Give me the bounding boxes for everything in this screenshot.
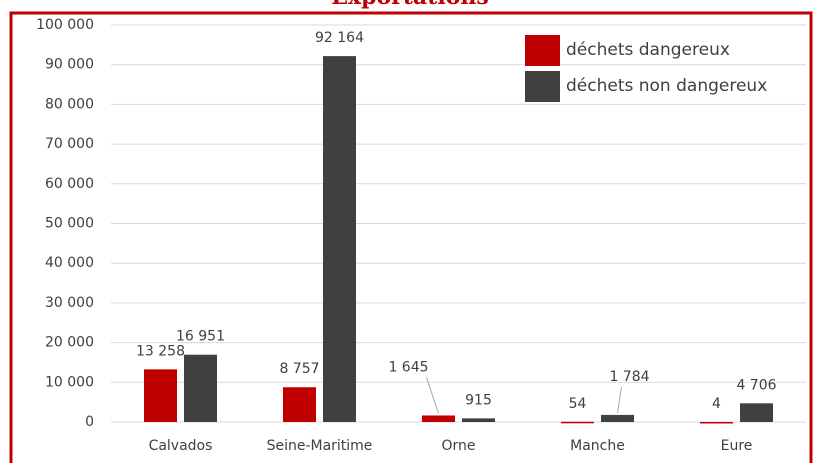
bar <box>184 354 217 422</box>
y-tick-label: 50 000 <box>45 216 94 232</box>
bar <box>700 421 733 424</box>
y-tick-label: 10 000 <box>45 374 94 390</box>
legend-swatch <box>525 35 560 66</box>
bar <box>283 387 316 422</box>
y-tick-label: 30 000 <box>45 295 94 311</box>
bar <box>462 418 495 422</box>
data-label: 13 258 <box>136 343 185 359</box>
frame <box>9 11 813 463</box>
data-label: 1 645 <box>388 359 428 375</box>
bar <box>740 403 773 422</box>
y-tick-label: 100 000 <box>36 17 94 33</box>
y-tick-label: 40 000 <box>45 255 94 271</box>
y-tick-label: 0 <box>85 414 94 430</box>
legend-label: déchets dangereux <box>566 40 730 60</box>
x-tick-label: Orne <box>441 438 475 454</box>
legend-label: déchets non dangereux <box>566 76 767 96</box>
legend-swatch <box>525 71 560 102</box>
x-tick-label: Manche <box>570 438 625 454</box>
y-tick-label: 80 000 <box>45 96 94 112</box>
data-label: 915 <box>465 392 492 408</box>
bar <box>323 56 356 423</box>
y-tick-label: 90 000 <box>45 57 94 73</box>
bar <box>144 369 177 422</box>
y-tick-label: 20 000 <box>45 335 94 351</box>
bar <box>561 421 594 424</box>
data-label: 54 <box>569 396 587 412</box>
data-label: 4 <box>712 396 721 412</box>
data-label: 1 784 <box>609 369 649 385</box>
data-label: 16 951 <box>176 329 225 345</box>
leader-line <box>617 386 622 413</box>
leader-line <box>426 377 439 414</box>
data-label: 92 164 <box>315 30 364 46</box>
data-label: 4 706 <box>736 377 776 393</box>
x-tick-label: Seine-Maritime <box>267 438 373 454</box>
x-tick-label: Eure <box>721 438 753 454</box>
bar <box>601 414 634 422</box>
y-tick-label: 60 000 <box>45 176 94 192</box>
bar <box>422 415 455 422</box>
x-tick-label: Calvados <box>149 438 213 454</box>
chart-title: Exportations <box>331 0 489 10</box>
data-label: 8 757 <box>279 361 319 377</box>
y-tick-label: 70 000 <box>45 136 94 152</box>
